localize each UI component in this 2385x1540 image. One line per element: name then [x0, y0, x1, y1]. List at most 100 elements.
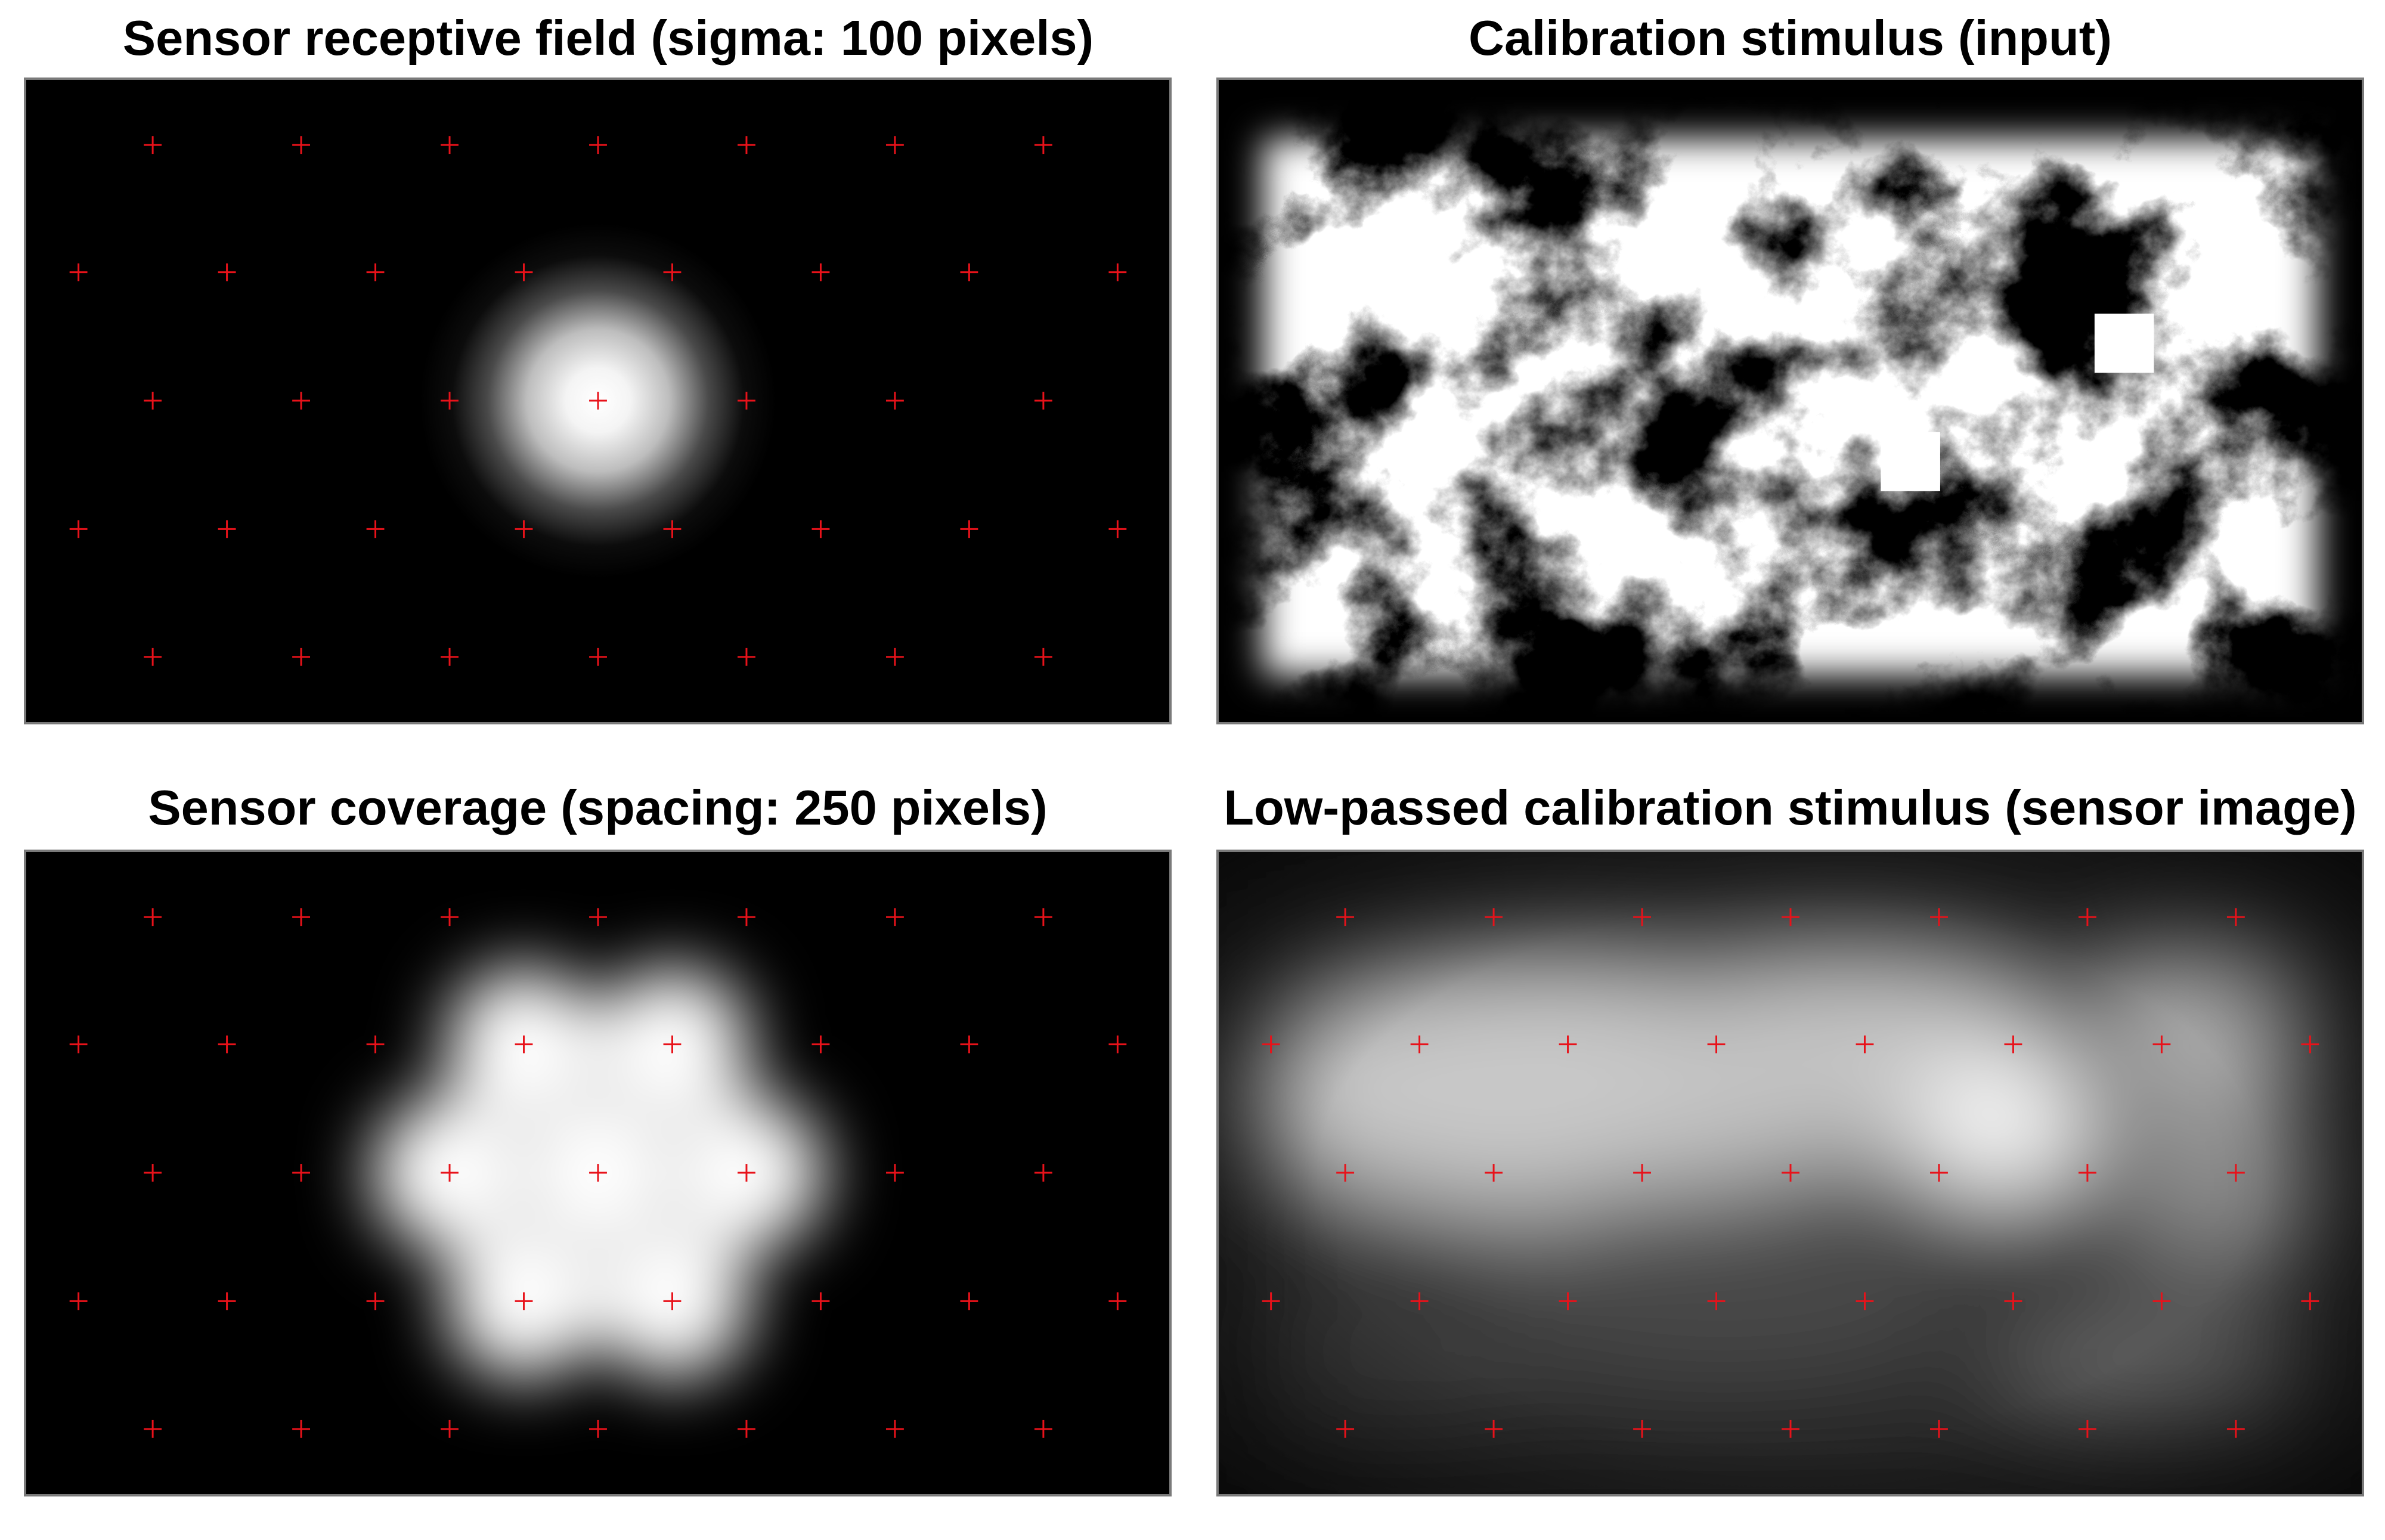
- sensor-marker-plus-icon: [1336, 1164, 1355, 1182]
- sensor-marker-plus-icon: [1034, 392, 1052, 410]
- sensor-marker-plus-icon: [738, 647, 755, 666]
- sensor-marker-plus-icon: [1782, 1420, 1799, 1438]
- sensor-marker-plus-icon: [1108, 520, 1127, 538]
- sensor-marker-plus-icon: [1410, 1292, 1429, 1310]
- sensor-marker-plus-icon: [292, 392, 311, 410]
- panel-title-receptive-field: Sensor receptive field (sigma: 100 pixel…: [122, 10, 1094, 66]
- sensor-marker-plus-icon: [1782, 1164, 1799, 1182]
- sensor-marker-plus-icon: [738, 136, 755, 154]
- sensor-marker-plus-icon: [589, 1164, 607, 1182]
- sensor-marker-plus-icon: [292, 1164, 311, 1182]
- sensor-marker-plus-icon: [218, 1035, 236, 1053]
- sensor-marker-plus-icon: [885, 1164, 904, 1182]
- panel-title-sensor-image: Low-passed calibration stimulus (sensor …: [1224, 780, 2357, 835]
- sensor-marker-plus-icon: [1485, 1420, 1503, 1438]
- calibration-input-image: [1219, 80, 2362, 722]
- sensor-marker-plus-icon: [292, 1420, 311, 1438]
- sensor-marker-plus-icon: [663, 520, 682, 538]
- sensor-marker-plus-icon: [885, 136, 904, 154]
- sensor-marker-plus-icon: [1108, 1035, 1127, 1053]
- sensor-marker-plus-icon: [1034, 1164, 1052, 1182]
- sensor-marker-plus-icon: [1930, 1164, 1948, 1182]
- sensor-marker-plus-icon: [366, 520, 385, 538]
- sensor-marker-plus-icon: [2226, 1420, 2245, 1438]
- sensor-marker-plus-icon: [1707, 1292, 1726, 1310]
- sensor-marker-plus-icon: [69, 520, 88, 538]
- coverage-plot: [26, 852, 1169, 1494]
- sensor-marker-plus-icon: [589, 647, 607, 666]
- panel-title-calibration-input: Calibration stimulus (input): [1469, 10, 2112, 66]
- sensor-marker-plus-icon: [1930, 908, 1948, 927]
- sensor-marker-plus-icon: [1262, 1292, 1280, 1310]
- receptive-field-plot: [26, 80, 1169, 722]
- sensor-marker-plus-icon: [589, 136, 607, 154]
- sensor-marker-plus-icon: [2078, 1420, 2096, 1438]
- panel-receptive-field: [24, 78, 1172, 724]
- sensor-marker-plus-icon: [69, 1292, 88, 1310]
- sensor-marker-plus-icon: [144, 908, 162, 927]
- sensor-marker-plus-icon: [960, 1292, 978, 1310]
- sensor-marker-plus-icon: [1034, 647, 1052, 666]
- sensor-marker-plus-icon: [1485, 1164, 1503, 1182]
- sensor-marker-plus-icon: [366, 1292, 385, 1310]
- calibration-square-lower: [1881, 432, 1940, 491]
- sensor-marker-plus-icon: [1782, 908, 1799, 927]
- sensor-marker-plus-icon: [366, 263, 385, 281]
- sensor-marker-plus-icon: [1034, 1420, 1052, 1438]
- sensor-marker-plus-icon: [218, 520, 236, 538]
- sensor-marker-plus-icon: [218, 263, 236, 281]
- sensor-marker-plus-icon: [663, 1292, 682, 1310]
- sensor-marker-plus-icon: [441, 1164, 459, 1182]
- sensor-marker-plus-icon: [1633, 1420, 1651, 1438]
- sensor-marker-plus-icon: [292, 136, 311, 154]
- sensor-marker-plus-icon: [144, 1420, 162, 1438]
- sensor-marker-plus-icon: [1034, 136, 1052, 154]
- sensor-marker-plus-icon: [960, 263, 978, 281]
- sensor-marker-plus-icon: [738, 1420, 755, 1438]
- sensor-marker-plus-icon: [811, 263, 830, 281]
- sensor-marker-plus-icon: [1559, 1035, 1577, 1053]
- sensor-marker-plus-icon: [441, 908, 459, 927]
- sensor-marker-plus-icon: [1707, 1035, 1726, 1053]
- sensor-marker-plus-icon: [1336, 1420, 1355, 1438]
- sensor-marker-plus-icon: [1262, 1035, 1280, 1053]
- panel-calibration-input: [1216, 78, 2364, 724]
- sensor-marker-plus-icon: [960, 520, 978, 538]
- sensor-marker-plus-icon: [885, 392, 904, 410]
- sensor-image-plot: [1219, 852, 2362, 1494]
- sensor-marker-plus-icon: [515, 520, 533, 538]
- sensor-marker-plus-icon: [515, 1292, 533, 1310]
- sensor-marker-plus-icon: [144, 1164, 162, 1182]
- sensor-marker-plus-icon: [441, 136, 459, 154]
- sensor-marker-plus-icon: [1108, 263, 1127, 281]
- sensor-marker-plus-icon: [2226, 1164, 2245, 1182]
- sensor-marker-plus-icon: [2078, 1164, 2096, 1182]
- sensor-marker-plus-icon: [1930, 1420, 1948, 1438]
- panel-sensor-image: [1216, 850, 2364, 1496]
- panel-coverage: [24, 850, 1172, 1496]
- sensor-marker-plus-icon: [1559, 1292, 1577, 1310]
- sensor-markers: [69, 908, 1127, 1438]
- sensor-marker-plus-icon: [589, 1420, 607, 1438]
- sensor-marker-plus-icon: [1108, 1292, 1127, 1310]
- sensor-markers: [1262, 908, 2319, 1438]
- sensor-marker-plus-icon: [1633, 1164, 1651, 1182]
- sensor-marker-plus-icon: [811, 520, 830, 538]
- sensor-marker-plus-icon: [589, 392, 607, 410]
- sensor-marker-plus-icon: [2152, 1035, 2171, 1053]
- sensor-marker-plus-icon: [1633, 908, 1651, 927]
- sensor-marker-plus-icon: [589, 908, 607, 927]
- sensor-marker-plus-icon: [144, 392, 162, 410]
- sensor-marker-plus-icon: [441, 392, 459, 410]
- panel-title-coverage: Sensor coverage (spacing: 250 pixels): [148, 780, 1048, 835]
- sensor-marker-plus-icon: [811, 1035, 830, 1053]
- sensor-marker-plus-icon: [1034, 908, 1052, 927]
- sensor-marker-plus-icon: [2152, 1292, 2171, 1310]
- calibration-square-upper: [2094, 314, 2154, 373]
- sensor-marker-plus-icon: [2301, 1292, 2319, 1310]
- sensor-marker-plus-icon: [960, 1035, 978, 1053]
- sensor-marker-plus-icon: [1410, 1035, 1429, 1053]
- sensor-marker-plus-icon: [366, 1035, 385, 1053]
- sensor-marker-plus-icon: [885, 908, 904, 927]
- sensor-marker-plus-icon: [663, 263, 682, 281]
